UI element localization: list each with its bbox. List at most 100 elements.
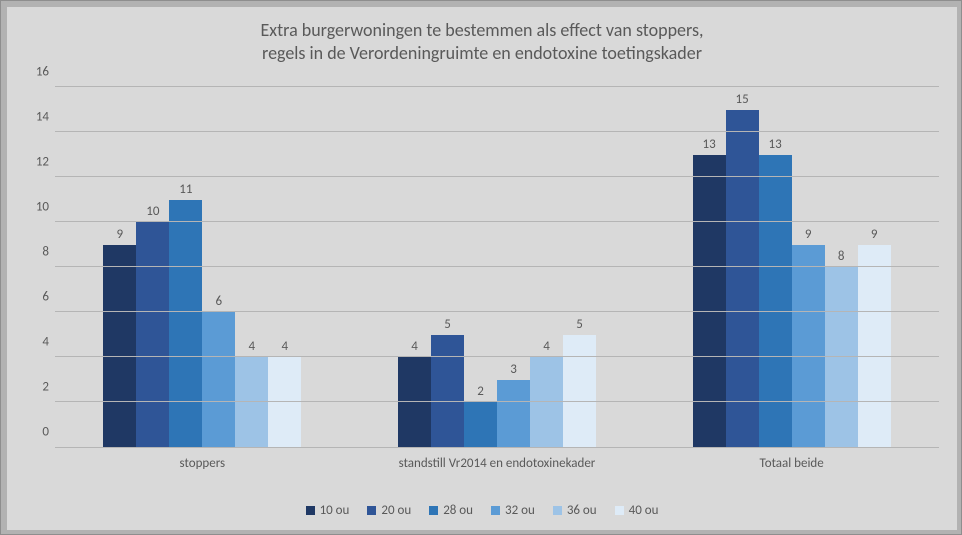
gridline xyxy=(55,266,939,267)
bar-value-label: 9 xyxy=(871,227,878,242)
y-tick-label: 0 xyxy=(25,425,49,440)
legend: 10 ou 20 ou 28 ou 32 ou 36 ou 40 ou xyxy=(7,503,957,518)
bar-rect xyxy=(825,267,858,447)
bar: 15 xyxy=(726,87,759,447)
bar: 9 xyxy=(858,87,891,447)
bars-row: 9 10 11 6 4 4 xyxy=(55,87,350,447)
bar-rect xyxy=(431,335,464,448)
bar-rect xyxy=(792,245,825,448)
bar-value-label: 13 xyxy=(769,137,782,152)
bars-row: 13 15 13 989 xyxy=(644,87,939,447)
y-tick-label: 2 xyxy=(25,380,49,395)
bar-rect xyxy=(103,245,136,448)
bar-rect xyxy=(726,110,759,448)
gridline xyxy=(55,131,939,132)
bar: 9 xyxy=(792,87,825,447)
bar: 13 xyxy=(759,87,792,447)
gridline xyxy=(55,176,939,177)
bar: 4 xyxy=(530,87,563,447)
bars-row: 452345 xyxy=(350,87,645,447)
x-tick-label: Totaal beide xyxy=(644,452,939,474)
gridline xyxy=(55,221,939,222)
bar: 5 xyxy=(563,87,596,447)
bar-value-label: 4 xyxy=(411,339,418,354)
legend-item: 10 ou xyxy=(306,503,350,518)
legend-label: 36 ou xyxy=(567,503,597,518)
bar-value-label: 5 xyxy=(576,317,583,332)
bar-value-label: 9 xyxy=(805,227,812,242)
x-axis-labels: stoppersstandstill Vr2014 en endotoxinek… xyxy=(55,452,939,474)
legend-swatch xyxy=(553,506,562,515)
legend-label: 40 ou xyxy=(629,503,659,518)
legend-label: 10 ou xyxy=(320,503,350,518)
bar-value-label: 9 xyxy=(117,227,124,242)
bar-rect xyxy=(398,357,431,447)
bar: 9 xyxy=(103,87,136,447)
plot-area: 91011644452345131513989 0246810121416 xyxy=(55,87,939,448)
chart-container: Extra burgerwoningen te bestemmen als ef… xyxy=(0,0,962,535)
legend-item: 28 ou xyxy=(429,503,473,518)
x-tick-label: standstill Vr2014 en endotoxinekader xyxy=(350,452,645,474)
bar-value-label: 4 xyxy=(282,339,289,354)
y-tick-label: 10 xyxy=(25,200,49,215)
y-tick-label: 12 xyxy=(25,155,49,170)
bar-value-label: 5 xyxy=(444,317,451,332)
y-tick-label: 6 xyxy=(25,290,49,305)
bar-groups: 91011644452345131513989 xyxy=(55,87,939,447)
bar: 4 xyxy=(398,87,431,447)
chart-panel: Extra burgerwoningen te bestemmen als ef… xyxy=(7,7,957,530)
legend-label: 28 ou xyxy=(443,503,473,518)
bar: 8 xyxy=(825,87,858,447)
bar-value-label: 15 xyxy=(736,92,749,107)
legend-swatch xyxy=(367,506,376,515)
bar-rect xyxy=(464,402,497,447)
bar-value-label: 2 xyxy=(477,384,484,399)
bar-rect xyxy=(759,155,792,448)
bar: 2 xyxy=(464,87,497,447)
bar-group: 452345 xyxy=(350,87,645,447)
bar-group: 13 15 13 989 xyxy=(644,87,939,447)
y-tick-label: 16 xyxy=(25,65,49,80)
bar: 4 xyxy=(235,87,268,447)
legend-swatch xyxy=(615,506,624,515)
bar: 11 xyxy=(169,87,202,447)
bar-value-label: 10 xyxy=(146,204,159,219)
gridline xyxy=(55,401,939,402)
bar-group: 9 10 11 6 4 4 xyxy=(55,87,350,447)
bar-value-label: 4 xyxy=(543,339,550,354)
bar: 6 xyxy=(202,87,235,447)
gridline xyxy=(55,356,939,357)
y-tick-label: 14 xyxy=(25,110,49,125)
bar-rect xyxy=(202,312,235,447)
legend-swatch xyxy=(491,506,500,515)
legend-item: 20 ou xyxy=(367,503,411,518)
bar: 13 xyxy=(693,87,726,447)
bar-rect xyxy=(169,200,202,448)
bar-rect xyxy=(497,380,530,448)
legend-label: 32 ou xyxy=(505,503,535,518)
bar-rect xyxy=(858,245,891,448)
legend-item: 36 ou xyxy=(553,503,597,518)
x-tick-label: stoppers xyxy=(55,452,350,474)
bar-value-label: 4 xyxy=(249,339,256,354)
bar: 3 xyxy=(497,87,530,447)
bar: 10 xyxy=(136,87,169,447)
chart-title: Extra burgerwoningen te bestemmen als ef… xyxy=(7,19,957,64)
bar: 5 xyxy=(431,87,464,447)
bar-rect xyxy=(563,335,596,448)
bar-value-label: 6 xyxy=(216,294,223,309)
bar-rect xyxy=(693,155,726,448)
bar-rect xyxy=(268,357,301,447)
legend-item: 40 ou xyxy=(615,503,659,518)
y-tick-label: 8 xyxy=(25,245,49,260)
bar-rect xyxy=(530,357,563,447)
legend-label: 20 ou xyxy=(381,503,411,518)
y-tick-label: 4 xyxy=(25,335,49,350)
legend-swatch xyxy=(306,506,315,515)
bar: 4 xyxy=(268,87,301,447)
bar-rect xyxy=(136,222,169,447)
bar-value-label: 13 xyxy=(703,137,716,152)
bar-value-label: 11 xyxy=(179,182,192,197)
gridline xyxy=(55,86,939,87)
legend-item: 32 ou xyxy=(491,503,535,518)
